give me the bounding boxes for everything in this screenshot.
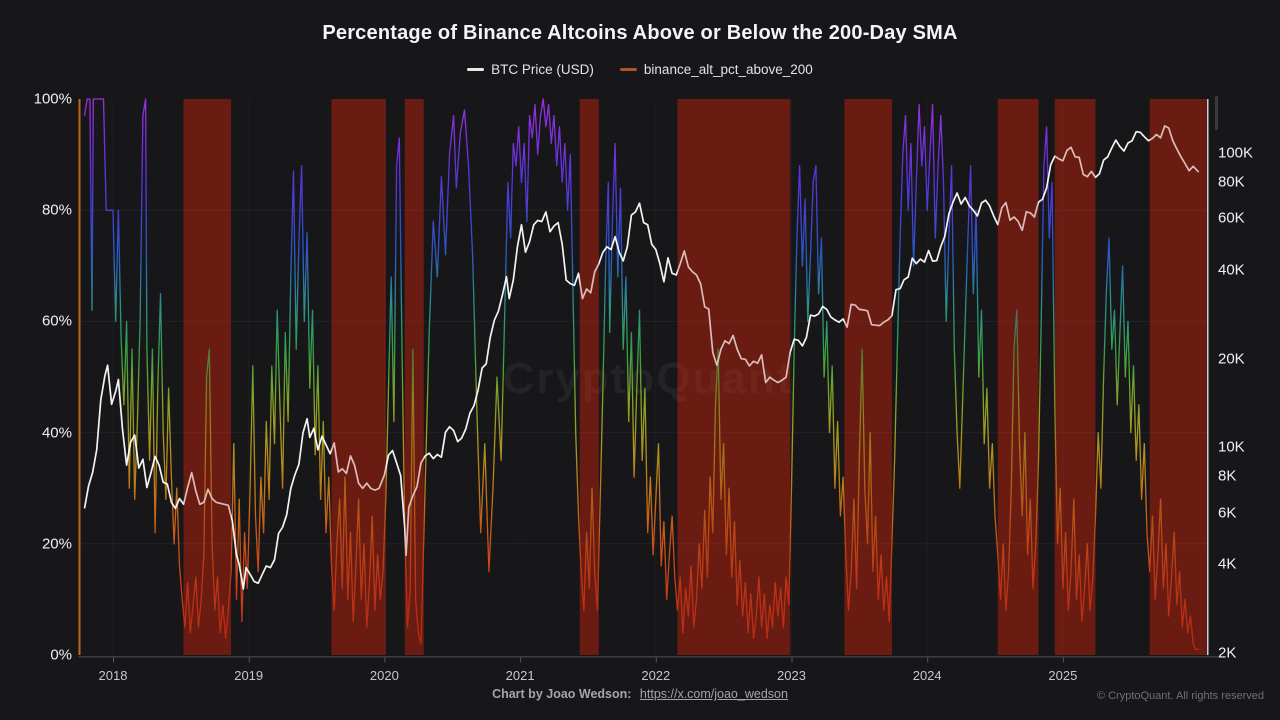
left-axis-label: 100% — [33, 90, 72, 108]
alt-pct-line — [83, 98, 1199, 651]
x-axis-label: 2025 — [1048, 668, 1078, 683]
btc-price-line — [83, 125, 1200, 590]
shaded-band — [677, 99, 791, 655]
right-axis-label: 60K — [1218, 209, 1245, 227]
right-axis-label: 40K — [1218, 261, 1245, 279]
x-axis-tick — [1062, 657, 1064, 663]
x-axis-label: 2021 — [505, 668, 535, 683]
right-axis-label: 8K — [1218, 467, 1237, 485]
shaded-band-overlay — [1054, 99, 1096, 655]
left-axis-label: 0% — [50, 646, 72, 664]
right-axis-label: 100K — [1218, 144, 1254, 162]
shaded-band-overlay — [677, 99, 791, 655]
shaded-band-overlay — [579, 99, 599, 655]
x-axis-label: 2024 — [912, 668, 942, 683]
legend-label-btc: BTC Price (USD) — [491, 62, 594, 77]
left-axis-line — [78, 99, 81, 655]
alt-pct-line-dash-icon — [619, 68, 637, 71]
btc-line-dash-icon — [467, 68, 485, 71]
right-axis-label: 2K — [1218, 644, 1237, 662]
x-axis-tick — [927, 657, 929, 663]
watermark: CryptoQuant — [503, 354, 794, 403]
shaded-band — [1149, 99, 1207, 655]
shaded-band — [579, 99, 599, 655]
footer-credit: Chart by Joao Wedson: https://x.com/joao… — [0, 687, 1280, 701]
left-axis-label: 20% — [41, 535, 72, 553]
shaded-band-overlay — [183, 99, 232, 655]
shaded-bands-over — [183, 99, 1207, 655]
credit-link[interactable]: https://x.com/joao_wedson — [639, 687, 788, 701]
x-axis-label: 2023 — [777, 668, 806, 683]
shaded-band-overlay — [844, 99, 892, 655]
left-axis-label: 40% — [41, 424, 72, 442]
right-axis-label: 80K — [1218, 173, 1245, 191]
left-axis-label: 80% — [41, 201, 72, 219]
chart-title: Percentage of Binance Altcoins Above or … — [322, 22, 958, 44]
left-axis-label: 60% — [41, 312, 72, 330]
shaded-band — [404, 99, 424, 655]
bottom-axis-line — [78, 656, 1218, 658]
copyright-notice: © CryptoQuant. All rights reserved — [1096, 690, 1264, 702]
credit-author: Chart by Joao Wedson: — [492, 687, 632, 701]
shaded-bands-under — [183, 99, 1207, 655]
right-axis-label: 20K — [1218, 350, 1245, 368]
x-axis-tick — [520, 657, 522, 663]
x-axis-tick — [113, 657, 114, 663]
shaded-band-overlay — [331, 99, 386, 655]
axes — [78, 99, 1218, 663]
x-axis-label: 2020 — [369, 668, 399, 683]
right-axis-label: 4K — [1218, 555, 1237, 573]
shaded-band — [183, 99, 232, 655]
x-axis-tick — [384, 657, 386, 663]
legend-item-alt-pct[interactable]: binance_alt_pct_above_200 — [619, 62, 813, 77]
shaded-band-overlay — [997, 99, 1039, 655]
right-axis-line — [1207, 99, 1209, 655]
x-axis-label: 2018 — [98, 668, 128, 683]
chart-legend: BTC Price (USD) binance_alt_pct_above_20… — [0, 62, 1280, 77]
x-axis-tick — [248, 657, 250, 663]
shaded-band — [844, 99, 892, 655]
right-axis-label: 6K — [1218, 504, 1237, 522]
shaded-band-overlay — [404, 99, 424, 655]
right-axis-label: 10K — [1218, 438, 1245, 456]
x-axis-label: 2022 — [641, 668, 671, 683]
legend-item-btc-price[interactable]: BTC Price (USD) — [467, 62, 594, 77]
legend-label-alt-pct: binance_alt_pct_above_200 — [643, 62, 813, 77]
x-axis-label: 2019 — [234, 668, 264, 683]
shaded-band-overlay — [1149, 99, 1207, 655]
x-axis-tick — [791, 657, 793, 663]
x-axis-tick — [655, 657, 657, 663]
scrollbar-thumb[interactable] — [1215, 96, 1218, 130]
